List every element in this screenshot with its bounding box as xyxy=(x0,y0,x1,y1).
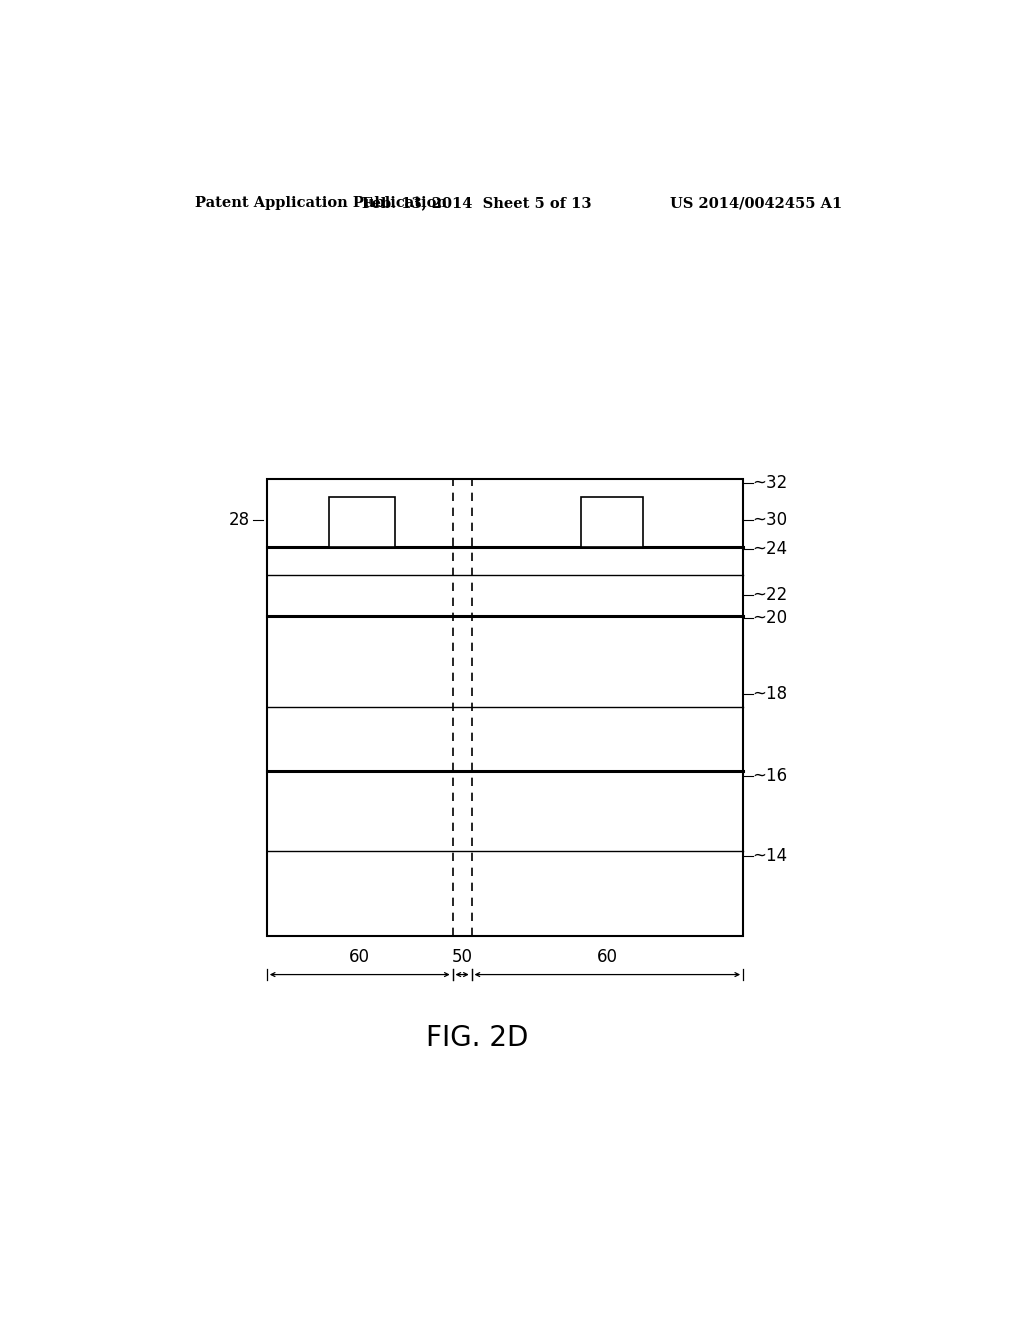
Text: ~24: ~24 xyxy=(752,540,786,558)
Text: ~20: ~20 xyxy=(752,609,786,627)
Bar xyxy=(582,496,643,548)
Text: Feb. 13, 2014  Sheet 5 of 13: Feb. 13, 2014 Sheet 5 of 13 xyxy=(362,197,592,210)
Text: ~16: ~16 xyxy=(752,767,786,785)
Text: Patent Application Publication: Patent Application Publication xyxy=(196,197,447,210)
Text: ~22: ~22 xyxy=(752,586,787,605)
Text: 50: 50 xyxy=(452,949,473,966)
Text: ~30: ~30 xyxy=(752,511,786,529)
Text: ~32: ~32 xyxy=(752,474,787,492)
Text: 60: 60 xyxy=(349,949,371,966)
Bar xyxy=(329,496,395,548)
Text: 60: 60 xyxy=(597,949,617,966)
Bar xyxy=(267,479,743,936)
Text: ~14: ~14 xyxy=(752,847,786,865)
Text: ~18: ~18 xyxy=(752,685,786,702)
Text: US 2014/0042455 A1: US 2014/0042455 A1 xyxy=(670,197,842,210)
Text: FIG. 2D: FIG. 2D xyxy=(426,1023,528,1052)
Text: 28: 28 xyxy=(228,511,250,529)
